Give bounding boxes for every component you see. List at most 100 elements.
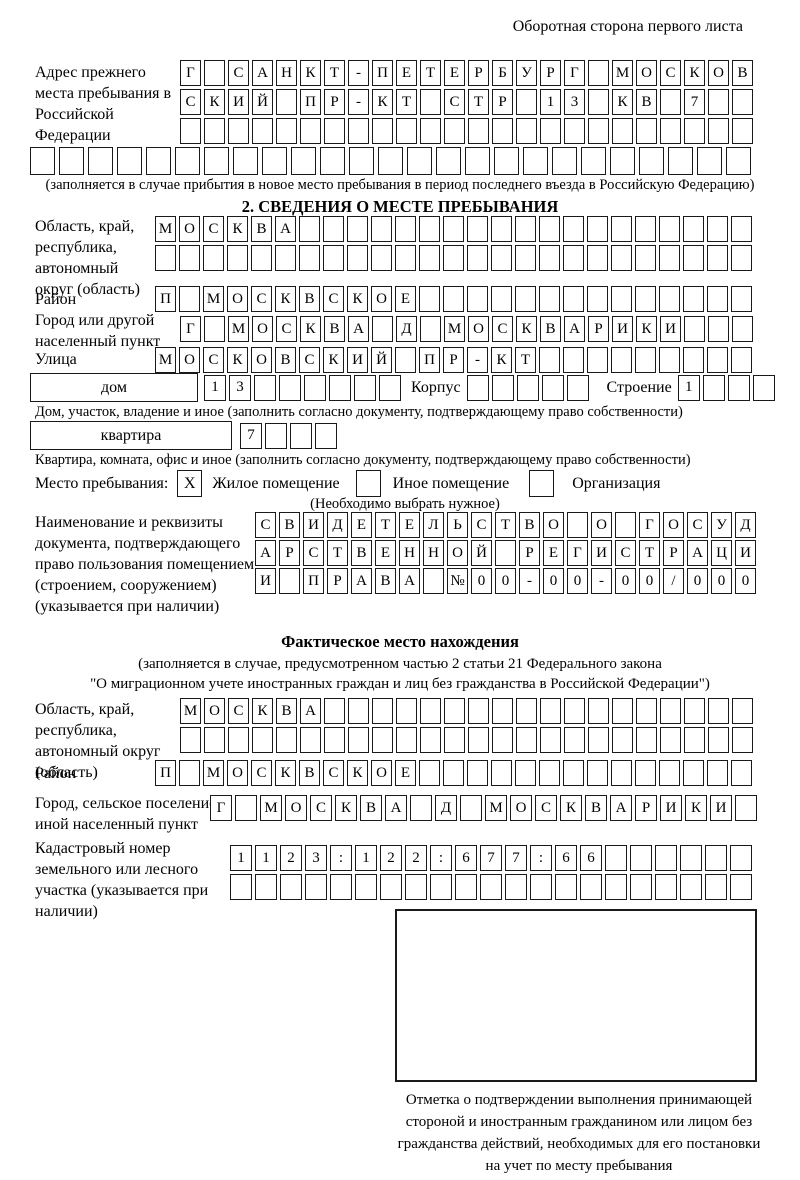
char-cell[interactable] xyxy=(707,245,728,271)
char-cell[interactable]: Р xyxy=(443,347,464,373)
char-cell[interactable]: 0 xyxy=(711,568,732,594)
char-cell[interactable] xyxy=(611,760,632,786)
char-cell[interactable]: С xyxy=(323,760,344,786)
char-cell[interactable]: О xyxy=(227,286,248,312)
char-cell[interactable]: Г xyxy=(564,60,585,86)
char-cell[interactable]: А xyxy=(275,216,296,242)
char-cell[interactable]: Д xyxy=(735,512,756,538)
char-cell[interactable] xyxy=(480,874,502,900)
char-cell[interactable] xyxy=(255,874,277,900)
char-cell[interactable]: Г xyxy=(639,512,660,538)
char-cell[interactable] xyxy=(515,216,536,242)
char-cell[interactable]: И xyxy=(660,316,681,342)
char-cell[interactable] xyxy=(732,727,753,753)
char-cell[interactable] xyxy=(467,216,488,242)
char-cell[interactable]: С xyxy=(299,347,320,373)
char-cell[interactable] xyxy=(323,216,344,242)
char-cell[interactable]: Й xyxy=(471,540,492,566)
char-cell[interactable] xyxy=(516,89,537,115)
char-cell[interactable] xyxy=(516,118,537,144)
char-cell[interactable] xyxy=(563,286,584,312)
char-cell[interactable] xyxy=(235,795,257,821)
char-cell[interactable]: О xyxy=(204,698,225,724)
char-cell[interactable]: В xyxy=(375,568,396,594)
char-cell[interactable]: С xyxy=(660,60,681,86)
char-cell[interactable]: М xyxy=(444,316,465,342)
char-cell[interactable]: 1 xyxy=(230,845,252,871)
char-cell[interactable] xyxy=(630,845,652,871)
char-cell[interactable] xyxy=(372,698,393,724)
char-cell[interactable]: Т xyxy=(324,60,345,86)
char-cell[interactable]: С xyxy=(180,89,201,115)
char-cell[interactable] xyxy=(372,316,393,342)
char-cell[interactable]: К xyxy=(612,89,633,115)
char-cell[interactable]: № xyxy=(447,568,468,594)
char-cell[interactable]: С xyxy=(303,540,324,566)
char-cell[interactable]: Д xyxy=(396,316,417,342)
char-cell[interactable] xyxy=(708,316,729,342)
char-cell[interactable] xyxy=(635,216,656,242)
char-cell[interactable] xyxy=(467,760,488,786)
char-cell[interactable] xyxy=(59,147,84,175)
apartment-number-row[interactable]: 7 xyxy=(240,422,337,449)
char-cell[interactable] xyxy=(660,727,681,753)
char-cell[interactable] xyxy=(354,374,376,401)
char-cell[interactable]: В xyxy=(360,795,382,821)
char-cell[interactable] xyxy=(468,698,489,724)
char-cell[interactable] xyxy=(552,147,577,175)
char-cell[interactable] xyxy=(732,89,753,115)
char-cell[interactable] xyxy=(732,698,753,724)
stay-type-checkbox-org[interactable] xyxy=(529,470,555,497)
char-cell[interactable]: 0 xyxy=(639,568,660,594)
char-cell[interactable]: А xyxy=(252,60,273,86)
char-cell[interactable] xyxy=(265,422,287,449)
char-cell[interactable]: 3 xyxy=(305,845,327,871)
char-cell[interactable] xyxy=(635,286,656,312)
char-cell[interactable]: 1 xyxy=(677,374,700,401)
char-cell[interactable]: Н xyxy=(423,540,444,566)
char-cell[interactable] xyxy=(279,568,300,594)
char-cell[interactable]: Й xyxy=(252,89,273,115)
char-cell[interactable] xyxy=(516,698,537,724)
char-cell[interactable]: П xyxy=(372,60,393,86)
char-cell[interactable] xyxy=(372,727,393,753)
char-cell[interactable]: М xyxy=(228,316,249,342)
char-cell[interactable] xyxy=(179,760,200,786)
char-cell[interactable] xyxy=(516,727,537,753)
char-cell[interactable]: - xyxy=(467,347,488,373)
char-cell[interactable] xyxy=(275,245,296,271)
char-cell[interactable] xyxy=(636,698,657,724)
char-cell[interactable]: Ц xyxy=(711,540,732,566)
char-cell[interactable]: К xyxy=(227,216,248,242)
char-cell[interactable] xyxy=(443,245,464,271)
char-cell[interactable]: В xyxy=(351,540,372,566)
char-cell[interactable]: 3 xyxy=(564,89,585,115)
char-cell[interactable]: 7 xyxy=(505,845,527,871)
char-cell[interactable] xyxy=(420,89,441,115)
char-cell[interactable]: С xyxy=(535,795,557,821)
char-cell[interactable] xyxy=(707,760,728,786)
char-cell[interactable] xyxy=(491,760,512,786)
char-cell[interactable] xyxy=(707,216,728,242)
char-cell[interactable] xyxy=(730,874,752,900)
char-cell[interactable]: М xyxy=(155,216,176,242)
char-cell[interactable]: Р xyxy=(635,795,657,821)
section2-region-row-2[interactable] xyxy=(155,245,752,271)
char-cell[interactable] xyxy=(567,512,588,538)
char-cell[interactable]: С xyxy=(444,89,465,115)
char-cell[interactable]: О xyxy=(663,512,684,538)
char-cell[interactable]: С xyxy=(492,316,513,342)
char-cell[interactable] xyxy=(639,147,664,175)
char-cell[interactable] xyxy=(379,374,401,401)
char-cell[interactable] xyxy=(539,286,560,312)
char-cell[interactable] xyxy=(290,422,312,449)
char-cell[interactable] xyxy=(684,316,705,342)
char-cell[interactable] xyxy=(615,512,636,538)
char-cell[interactable]: А xyxy=(610,795,632,821)
char-cell[interactable] xyxy=(588,698,609,724)
char-cell[interactable] xyxy=(410,795,432,821)
char-cell[interactable] xyxy=(230,874,252,900)
char-cell[interactable] xyxy=(228,118,249,144)
cadastral-row-2[interactable] xyxy=(230,874,752,900)
